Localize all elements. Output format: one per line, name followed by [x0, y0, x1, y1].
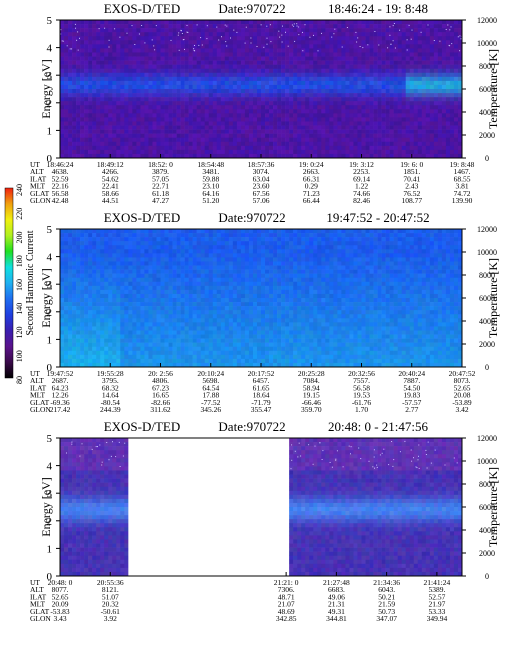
info-cell: 355.47 — [251, 405, 272, 414]
colorbar: 80 100 120 140 160 180 200 220 240 Second Harmoni… — [5, 184, 36, 384]
y-axis-label: Energy [eV] — [39, 477, 53, 536]
info-cell: 217.42 — [50, 405, 71, 414]
y-tick-label: 1 — [47, 334, 53, 346]
panel-title: EXOS-D/TED — [104, 419, 181, 434]
info-cell: 51.20 — [202, 196, 219, 205]
y-axis-label: Energy [eV] — [39, 59, 53, 118]
info-cell: 44.51 — [102, 196, 119, 205]
info-cell: 108.77 — [401, 196, 422, 205]
y2-axis-label: Temperature [K] — [486, 258, 500, 338]
colorbar-tick-label: 140 — [15, 303, 24, 315]
panel-date: Date:970722 — [218, 210, 285, 225]
colorbar-tick-label: 240 — [15, 184, 24, 196]
y2-tick-label: 12000 — [477, 225, 497, 234]
y2-tick-label: 2000 — [479, 131, 495, 140]
panels: EXOS-D/TED Date:970722 18:46:24 - 19: 8:48… — [30, 1, 500, 623]
info-cell: 42.48 — [52, 196, 69, 205]
colorbar-tick-label: 180 — [15, 255, 24, 267]
colorbar-scale — [5, 188, 13, 378]
info-cell: 66.44 — [303, 196, 320, 205]
y2-tick-label: 0 — [485, 154, 489, 163]
colorbar-tick-label: 120 — [15, 327, 24, 339]
y-tick-label: 5 — [47, 15, 53, 27]
y2-tick-label: 2000 — [479, 340, 495, 349]
colorbar-label: Second Harmonic Current — [25, 230, 36, 335]
spectrogram-image — [60, 438, 462, 576]
y2-tick-label: 12000 — [477, 16, 497, 25]
y-tick-label: 1 — [47, 125, 53, 137]
info-cell: 244.39 — [100, 405, 121, 414]
y-tick-label: 5 — [47, 433, 53, 445]
y2-tick-label: 2000 — [479, 549, 495, 558]
panel-2: EXOS-D/TED Date:970722 19:47:52 - 20:47:52… — [30, 210, 500, 414]
panel-3: EXOS-D/TED Date:970722 20:48: 0 - 21:47:56… — [30, 419, 500, 623]
y-tick-label: 1 — [47, 543, 53, 555]
spectrogram-image — [60, 229, 462, 367]
panel-date: Date:970722 — [218, 419, 285, 434]
info-cell: 1.70 — [355, 405, 368, 414]
info-cell: 349.94 — [427, 614, 448, 623]
info-row-label: GLON — [30, 196, 51, 205]
spectrogram-image — [60, 20, 462, 158]
info-cell: 3.43 — [53, 614, 66, 623]
info-cell: 3.42 — [455, 405, 468, 414]
info-cell: 347.07 — [376, 614, 397, 623]
colorbar-tick-label: 80 — [15, 376, 24, 384]
colorbar-tick-label: 220 — [15, 208, 24, 220]
panel-title: EXOS-D/TED — [104, 210, 181, 225]
panel-time-range: 20:48: 0 - 21:47:56 — [328, 419, 429, 434]
y-tick-label: 5 — [47, 224, 53, 236]
info-cell: 359.70 — [301, 405, 322, 414]
y2-tick-label: 10000 — [477, 39, 497, 48]
y-tick-label: 4 — [47, 43, 53, 55]
info-row-label: GLON — [30, 405, 51, 414]
y-tick-label: 4 — [47, 461, 53, 473]
colorbar-tick-label: 160 — [15, 279, 24, 291]
y-tick-label: 4 — [47, 252, 53, 264]
info-cell: 82.46 — [353, 196, 370, 205]
colorbar-tick-label: 100 — [15, 350, 24, 362]
panel-1: EXOS-D/TED Date:970722 18:46:24 - 19: 8:48… — [30, 1, 500, 205]
panel-date: Date:970722 — [218, 1, 285, 16]
y2-tick-label: 10000 — [477, 248, 497, 257]
y2-axis-label: Temperature [K] — [486, 467, 500, 547]
panel-time-range: 18:46:24 - 19: 8:48 — [328, 1, 428, 16]
info-cell: 345.26 — [200, 405, 221, 414]
info-row-label: GLON — [30, 614, 51, 623]
info-cell: 344.81 — [326, 614, 347, 623]
y2-axis-label: Temperature [K] — [486, 49, 500, 129]
info-cell: 47.27 — [152, 196, 169, 205]
y-axis-label: Energy [eV] — [39, 268, 53, 327]
panel-title: EXOS-D/TED — [104, 1, 181, 16]
info-cell: 3.92 — [104, 614, 117, 623]
info-cell: 342.85 — [276, 614, 297, 623]
info-cell: 311.62 — [150, 405, 171, 414]
data-gap — [128, 438, 286, 576]
info-cell: 2.77 — [405, 405, 418, 414]
panel-time-range: 19:47:52 - 20:47:52 — [326, 210, 429, 225]
y2-tick-label: 10000 — [477, 457, 497, 466]
y2-tick-label: 12000 — [477, 434, 497, 443]
colorbar-tick-label: 200 — [15, 232, 24, 244]
info-cell: 139.90 — [452, 196, 473, 205]
info-cell: 57.06 — [253, 196, 270, 205]
y2-tick-label: 0 — [485, 363, 489, 372]
y2-tick-label: 0 — [485, 572, 489, 581]
